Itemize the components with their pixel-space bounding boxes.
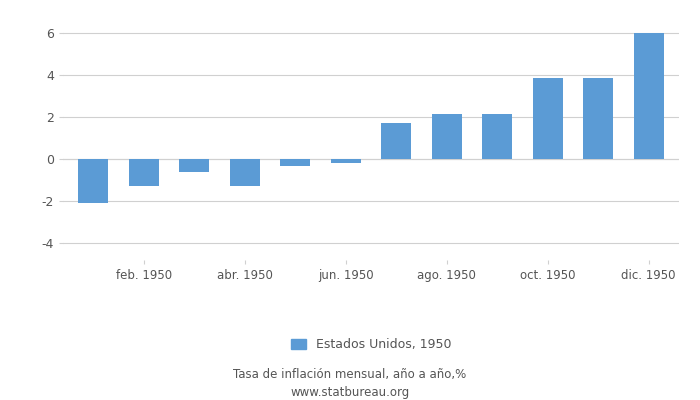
Bar xyxy=(129,159,159,186)
Legend: Estados Unidos, 1950: Estados Unidos, 1950 xyxy=(286,333,456,356)
Bar xyxy=(533,78,563,159)
Bar xyxy=(230,159,260,186)
Bar xyxy=(432,114,462,159)
Bar xyxy=(583,78,613,159)
Text: Tasa de inflación mensual, año a año,%: Tasa de inflación mensual, año a año,% xyxy=(233,368,467,381)
Text: www.statbureau.org: www.statbureau.org xyxy=(290,386,410,399)
Bar xyxy=(482,114,512,159)
Bar xyxy=(280,159,310,166)
Bar xyxy=(381,123,412,159)
Bar xyxy=(330,159,361,164)
Bar xyxy=(179,159,209,172)
Bar xyxy=(634,34,664,159)
Bar xyxy=(78,159,108,203)
